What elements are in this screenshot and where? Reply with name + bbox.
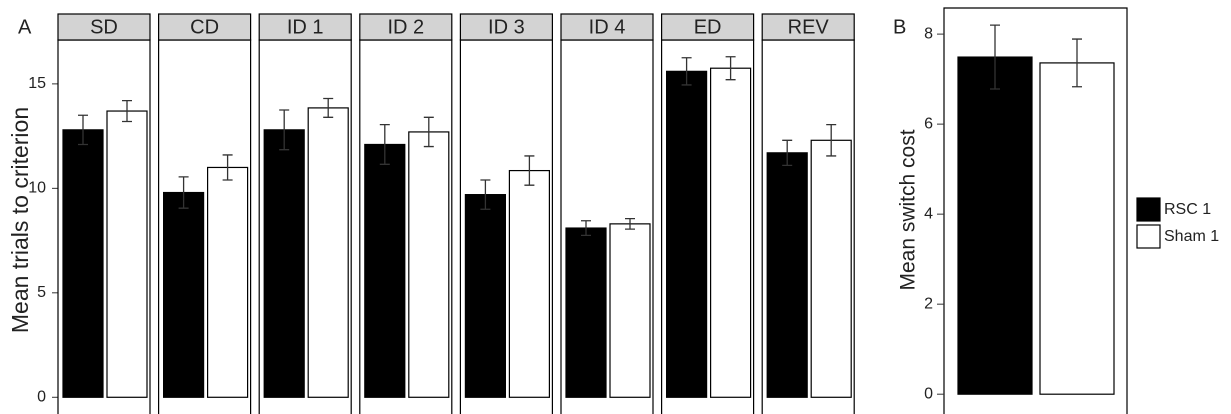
facet-label: ED [694,16,722,38]
facet-strip [459,13,553,41]
error-bar [423,116,434,148]
bar [263,129,305,398]
bar [565,227,607,398]
error-bar [625,217,635,230]
bar [810,139,852,398]
legend-swatch [1136,224,1161,249]
bar [62,129,104,398]
error-bar [725,56,736,81]
error-bar [323,97,334,118]
bar [408,131,450,398]
bar [709,67,752,398]
error-bar [681,57,692,86]
error-bar [78,114,88,146]
bar [508,169,550,398]
error-bar [581,220,591,237]
y-tick-label: 8 [924,25,933,42]
bar [207,166,249,398]
facet-strip [258,13,352,41]
legend-swatch [1136,197,1161,222]
facet-label: REV [788,16,830,38]
bar [1039,62,1115,395]
facet-label: CD [190,16,219,38]
bar [364,143,406,398]
y-axis-label: Mean trials to criterion [7,107,33,333]
y-tick-label: 10 [28,180,46,197]
error-bar [279,109,290,151]
y-tick-label: 6 [924,115,933,132]
bar [665,70,708,398]
y-tick-label: 0 [924,385,933,402]
facet-label: ID 4 [589,16,626,38]
error-bar [826,123,837,157]
error-bar [222,154,233,181]
error-bar [122,99,132,123]
panel-label: A [18,16,32,38]
error-bar [524,155,535,186]
bar [464,194,506,398]
bar [957,56,1033,395]
y-tick-label: 15 [28,75,46,92]
facet-label: ID 1 [287,16,324,38]
error-bar [480,179,491,210]
facet-strip [57,13,151,41]
error-bar [990,24,1000,90]
bar [766,152,808,398]
facet-strip [158,13,252,41]
bar [106,110,148,398]
legend-label: Sham 1 [1164,228,1219,245]
facet-strip [660,13,755,41]
y-tick-label: 4 [924,205,933,222]
plot-frame [943,7,1128,414]
y-tick-label: 5 [37,284,46,301]
error-bar [379,123,390,165]
y-tick-label: 2 [924,295,933,312]
y-axis-label: Mean switch cost [897,129,920,290]
bar [163,191,205,398]
error-bar [178,176,189,209]
facet-strip [560,13,654,41]
legend-label: RSC 1 [1164,201,1211,218]
facet-label: SD [90,16,118,38]
error-bar [782,139,793,167]
facet-label: ID 3 [488,16,525,38]
bar [609,223,651,398]
panel-label: B [893,16,906,38]
facet-strip [359,13,453,41]
facet-strip [761,13,855,41]
bar [307,107,349,398]
facet-label: ID 2 [387,16,424,38]
y-tick-label: 0 [37,389,46,406]
error-bar [1072,38,1082,88]
